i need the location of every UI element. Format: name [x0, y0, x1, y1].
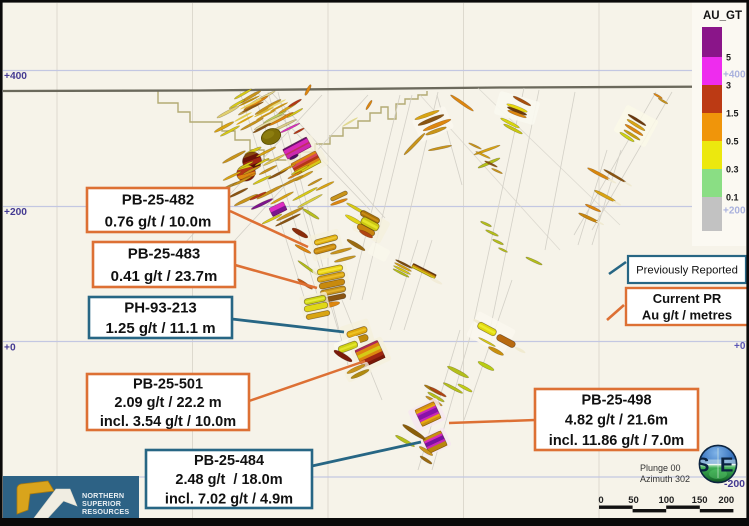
svg-text:Plunge 00: Plunge 00	[640, 463, 681, 473]
svg-text:PB-25-482: PB-25-482	[122, 191, 195, 208]
svg-text:2.09 g/t / 22.2 m: 2.09 g/t / 22.2 m	[114, 395, 221, 411]
svg-text:Current PR: Current PR	[653, 291, 722, 306]
svg-text:incl. 3.54 g/t / 10.0m: incl. 3.54 g/t / 10.0m	[100, 414, 236, 430]
svg-text:0.1: 0.1	[726, 193, 739, 203]
svg-text:incl. 7.02 g/t / 4.9m: incl. 7.02 g/t / 4.9m	[165, 492, 293, 508]
svg-text:AU_GT: AU_GT	[703, 10, 742, 22]
svg-text:PB-25-501: PB-25-501	[133, 377, 203, 393]
svg-text:5: 5	[726, 53, 731, 63]
svg-text:+0: +0	[4, 343, 16, 354]
svg-text:1.25 g/t / 11.1 m: 1.25 g/t / 11.1 m	[105, 320, 215, 337]
svg-text:+200: +200	[723, 206, 746, 217]
svg-text:+400: +400	[4, 71, 27, 82]
svg-text:0.41 g/t / 23.7m: 0.41 g/t / 23.7m	[111, 268, 218, 285]
svg-text:200: 200	[718, 495, 734, 506]
svg-text:PB-25-484: PB-25-484	[194, 453, 264, 469]
svg-text:0.3: 0.3	[726, 165, 739, 175]
svg-text:+200: +200	[4, 207, 27, 218]
svg-text:0.5: 0.5	[726, 137, 739, 147]
svg-text:150: 150	[692, 495, 708, 506]
svg-text:1.5: 1.5	[726, 109, 739, 119]
svg-text:SUPERIOR: SUPERIOR	[82, 499, 122, 508]
svg-text:50: 50	[628, 495, 639, 506]
svg-text:+0: +0	[734, 341, 746, 352]
svg-text:PB-25-498: PB-25-498	[581, 392, 651, 408]
svg-text:E: E	[720, 455, 733, 477]
svg-text:3: 3	[726, 81, 731, 91]
svg-text:Au g/t / metres: Au g/t / metres	[642, 308, 732, 323]
svg-text:S: S	[696, 455, 709, 477]
svg-text:0.76 g/t / 10.0m: 0.76 g/t / 10.0m	[105, 213, 212, 230]
svg-text:Azimuth 302: Azimuth 302	[640, 474, 690, 484]
svg-text:4.82 g/t / 21.6m: 4.82 g/t / 21.6m	[565, 413, 668, 429]
svg-text:PH-93-213: PH-93-213	[124, 300, 197, 317]
svg-text:-200: -200	[724, 478, 745, 490]
svg-text:NORTHERN: NORTHERN	[82, 491, 124, 500]
svg-text:incl. 11.86 g/t / 7.0m: incl. 11.86 g/t / 7.0m	[549, 433, 684, 449]
svg-text:2.48 g/t / 18.0m: 2.48 g/t / 18.0m	[175, 472, 282, 488]
svg-text:0: 0	[598, 495, 603, 506]
svg-text:PB-25-483: PB-25-483	[128, 246, 201, 263]
svg-text:100: 100	[658, 495, 674, 506]
svg-text:+400: +400	[723, 70, 746, 81]
svg-text:Previously Reported: Previously Reported	[636, 265, 738, 277]
svg-text:RESOURCES: RESOURCES	[82, 507, 129, 516]
